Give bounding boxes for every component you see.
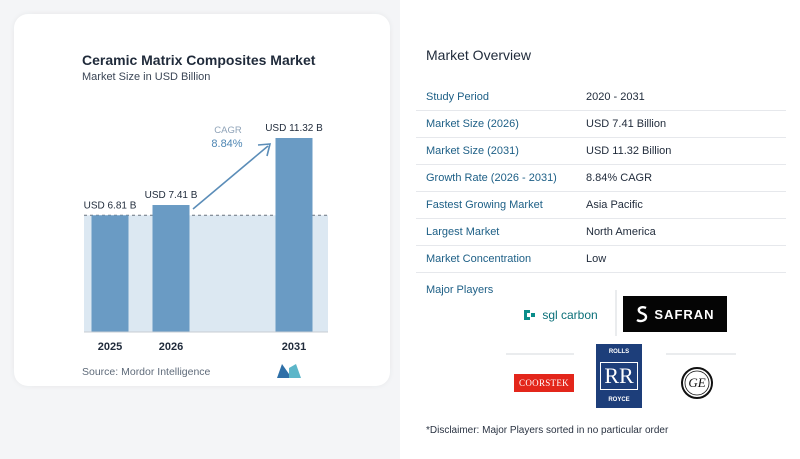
category-label: 2026 <box>159 341 183 353</box>
chart-title: Ceramic Matrix Composites Market <box>82 52 316 68</box>
bar-value-label: USD 6.81 B <box>84 200 137 211</box>
sgl-carbon-logo: sgl carbon <box>512 302 608 328</box>
cagr-value: 8.84% <box>211 138 242 150</box>
overview-label: Fastest Growing Market <box>426 199 543 211</box>
overview-row: Growth Rate (2026 - 2031) 8.84% CAGR <box>416 165 786 192</box>
disclaimer-text: *Disclaimer: Major Players sorted in no … <box>426 425 669 436</box>
rolls-royce-badge: ROLLS RR ROYCE <box>596 344 642 408</box>
bar <box>152 205 190 332</box>
overview-label: Market Size (2026) <box>426 118 519 130</box>
bar-value-label: USD 11.32 B <box>265 123 323 134</box>
logo-grid-lines <box>506 290 736 355</box>
overview-row: Market Size (2031) USD 11.32 Billion <box>416 138 786 165</box>
overview-title: Market Overview <box>426 47 532 63</box>
overview-row: Market Size (2026) USD 7.41 Billion <box>416 111 786 138</box>
overview-label: Study Period <box>426 91 489 103</box>
overview-label: Market Concentration <box>426 253 532 265</box>
rolls-royce-top-text: ROLLS <box>608 349 630 355</box>
safran-logo: SAFRAN <box>623 296 727 332</box>
overview-row: Study Period 2020 - 2031 <box>416 84 786 111</box>
chart-subtitle: Market Size in USD Billion <box>82 71 211 83</box>
ge-text: GE <box>688 375 706 390</box>
coorstek-text: COORSTEK <box>519 378 569 388</box>
coorstek-logo: COORSTEK <box>514 374 574 392</box>
major-players-title: Major Players <box>426 284 494 296</box>
overview-value: USD 11.32 Billion <box>586 145 672 157</box>
overview-value: USD 7.41 Billion <box>586 118 667 130</box>
category-label: 2031 <box>282 341 306 353</box>
safran-s-icon <box>636 306 648 323</box>
overview-value: North America <box>586 226 656 238</box>
mordor-logo-icon <box>277 364 301 378</box>
source-text: Source: Mordor Intelligence <box>82 366 211 378</box>
ge-monogram-icon <box>681 367 713 399</box>
overview-row: Fastest Growing Market Asia Pacific <box>416 192 786 219</box>
overview-value: 8.84% CAGR <box>586 172 653 184</box>
cagr-arrow-line <box>192 145 269 210</box>
bar-chart: USD 6.81 B 2025 USD 7.41 B 2026 USD 11.32 B 2… <box>84 123 328 353</box>
bar-value-label: USD 7.41 B <box>145 190 198 201</box>
overview-label: Market Size (2031) <box>426 145 519 157</box>
bar <box>275 138 313 332</box>
overview-label: Largest Market <box>426 226 500 238</box>
safran-text: SAFRAN <box>654 306 715 322</box>
overview-label: Growth Rate (2026 - 2031) <box>426 172 557 184</box>
rolls-royce-monogram: RR <box>600 362 638 390</box>
cagr-arrow-head <box>257 143 272 157</box>
overview-table: Study Period 2020 - 2031 Market Size (20… <box>416 84 786 273</box>
cagr-label: CAGR <box>214 125 242 136</box>
rolls-royce-bottom-text: ROYCE <box>608 397 630 403</box>
overview-value: Asia Pacific <box>586 199 643 211</box>
sgl-mark-icon <box>524 310 536 320</box>
ge-logo: GE <box>680 366 714 400</box>
sgl-carbon-text: sgl carbon <box>542 308 598 322</box>
category-label: 2025 <box>98 341 122 353</box>
rolls-royce-logo: ROLLS RR ROYCE <box>574 341 664 411</box>
bar <box>91 215 129 332</box>
overview-value: Low <box>586 253 607 265</box>
overview-row: Largest Market North America <box>416 219 786 246</box>
overview-row: Market Concentration Low <box>416 246 786 273</box>
overview-value: 2020 - 2031 <box>586 91 645 103</box>
